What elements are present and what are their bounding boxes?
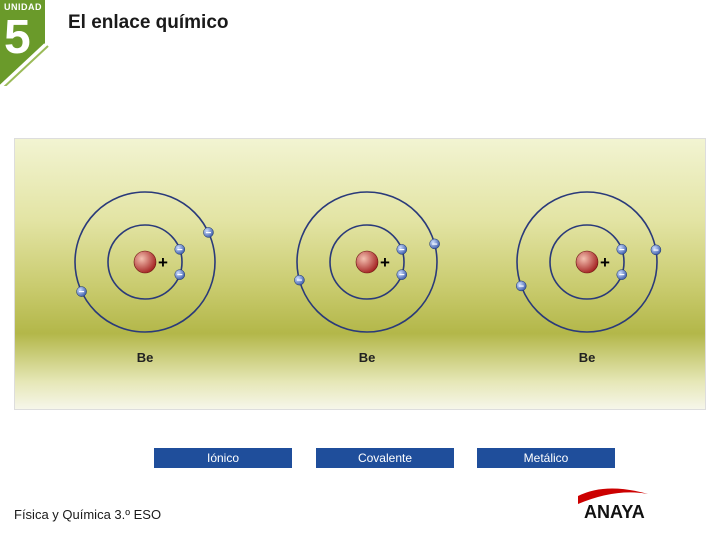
svg-text:−: −: [432, 239, 438, 250]
metallic-button[interactable]: Metálico: [477, 448, 615, 468]
svg-text:−: −: [206, 228, 212, 239]
atoms-svg: +−−−−+−−−−+−−−−: [15, 139, 707, 411]
atom-label: Be: [125, 350, 165, 365]
svg-text:−: −: [177, 270, 183, 281]
page-title: El enlace químico: [68, 12, 229, 34]
unit-number: 5: [4, 10, 31, 65]
ionic-button[interactable]: Iónico: [154, 448, 292, 468]
anaya-logo: ANAYA: [576, 486, 696, 526]
svg-text:−: −: [619, 245, 625, 256]
svg-text:ANAYA: ANAYA: [584, 502, 645, 522]
atom-label: Be: [347, 350, 387, 365]
atom-label: Be: [567, 350, 607, 365]
svg-text:+: +: [158, 253, 168, 272]
svg-text:−: −: [177, 245, 183, 256]
covalent-button[interactable]: Covalente: [316, 448, 454, 468]
svg-text:−: −: [399, 245, 405, 256]
unit-number-wrap: 5: [0, 14, 45, 70]
svg-text:+: +: [380, 253, 390, 272]
svg-text:−: −: [79, 287, 85, 298]
page: UNIDAD 5 El enlace químico +−−−−+−−−−+−−…: [0, 0, 720, 540]
unit-badge: UNIDAD 5: [0, 0, 45, 70]
atom-diagram: +−−−−+−−−−+−−−− BeBeBe: [14, 138, 706, 410]
svg-text:−: −: [296, 276, 302, 287]
footer-text: Física y Química 3.º ESO: [14, 507, 161, 522]
svg-text:−: −: [399, 270, 405, 281]
svg-text:−: −: [518, 281, 524, 292]
svg-text:−: −: [619, 270, 625, 281]
svg-text:−: −: [653, 245, 659, 256]
svg-text:+: +: [600, 253, 610, 272]
